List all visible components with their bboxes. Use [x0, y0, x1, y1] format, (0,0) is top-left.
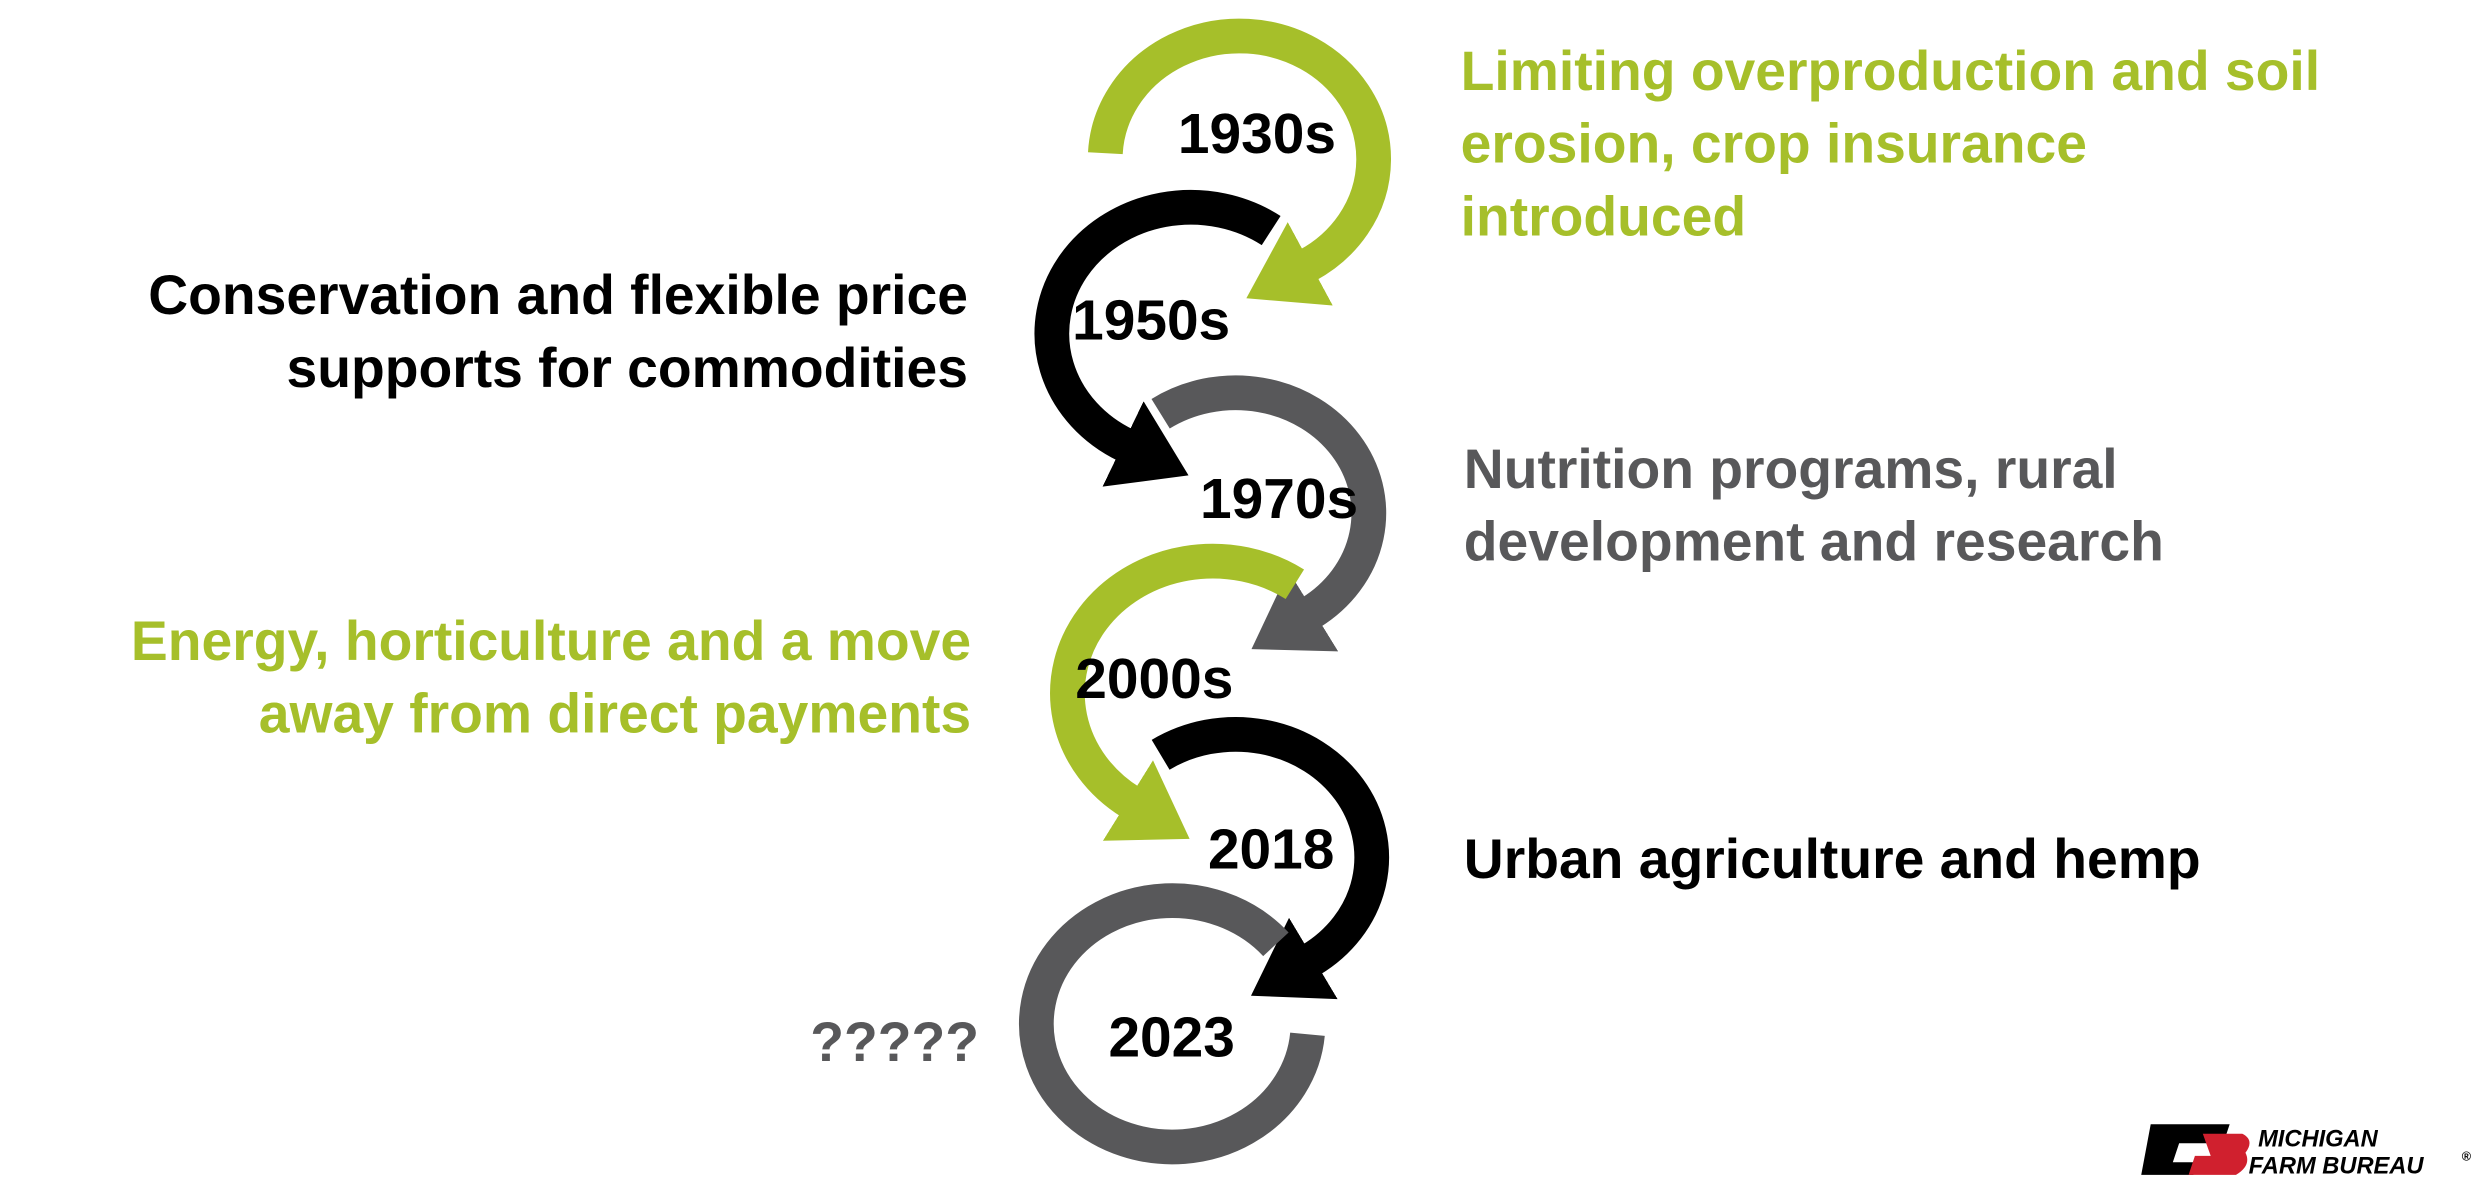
description: erosion, crop insurance	[1461, 113, 2087, 175]
logo-text: MICHIGAN	[2258, 1126, 2379, 1152]
logo-text: FARM BUREAU	[2249, 1153, 2425, 1178]
description: development and research	[1464, 511, 2164, 573]
description: away from direct payments	[259, 683, 971, 745]
year: 2023	[1108, 1006, 1234, 1069]
year: 1950s	[1072, 290, 1230, 353]
description: ?????	[810, 1011, 979, 1073]
year: 2000s	[1075, 648, 1233, 711]
description: supports for commodities	[286, 337, 967, 399]
description: introduced	[1461, 185, 1746, 247]
year: 1930s	[1178, 103, 1336, 166]
description: Conservation and flexible price	[148, 264, 968, 326]
year: 2018	[1208, 818, 1334, 881]
logo: MICHIGAN FARM BUREAU ®	[2141, 1124, 2472, 1178]
arrow-1970s	[1151, 375, 1387, 652]
arrow-1950s	[1034, 189, 1281, 487]
description: Limiting overproduction and soil	[1461, 40, 2320, 102]
arrow-1930s	[1088, 18, 1391, 306]
arrow-2000s	[1050, 543, 1305, 841]
year: 1970s	[1200, 468, 1358, 531]
arrow-2018	[1151, 717, 1389, 1000]
description: Energy, horticulture and a move	[131, 610, 971, 672]
description: Urban agriculture and hemp	[1464, 828, 2201, 890]
logo-mark: ®	[2462, 1150, 2472, 1164]
description: Nutrition programs, rural	[1464, 438, 2118, 500]
arc-2023	[1019, 883, 1325, 1165]
